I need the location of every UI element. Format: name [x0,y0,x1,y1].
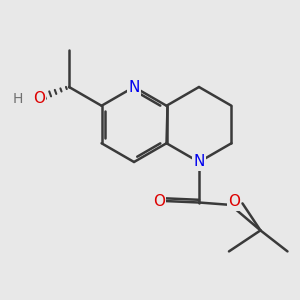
Text: O: O [153,194,165,208]
Text: O: O [228,194,240,209]
Text: N: N [128,80,140,94]
Text: N: N [193,154,205,169]
Text: O: O [33,91,45,106]
Text: H: H [13,92,23,106]
